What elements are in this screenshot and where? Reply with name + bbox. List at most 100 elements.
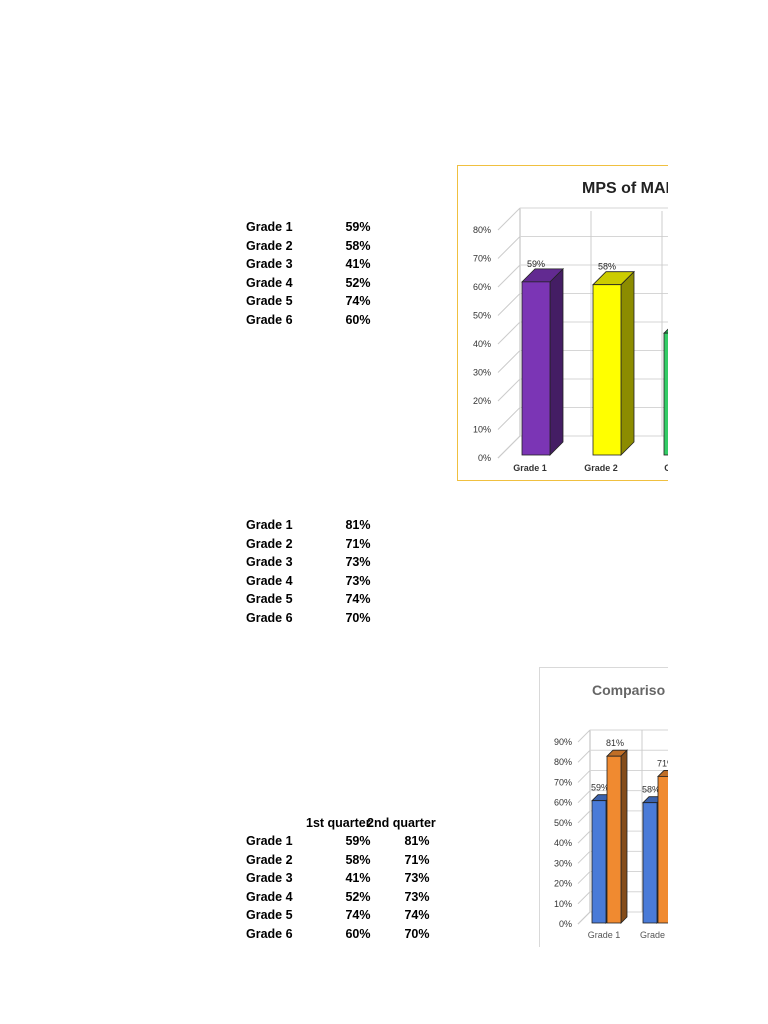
bar (663, 328, 668, 456)
gridline-side (497, 378, 521, 402)
bar (592, 270, 635, 456)
y-tick-label: 80% (554, 757, 572, 767)
bar-front (642, 802, 658, 924)
gridline-side (497, 350, 521, 373)
gridline-side (577, 830, 591, 844)
q1-value: 41% (345, 871, 371, 886)
data-label: 58% (642, 785, 660, 795)
bar-front (591, 800, 607, 924)
y-tick-label: 30% (473, 368, 491, 378)
data-label: 81% (606, 738, 624, 748)
q2-value: 81% (404, 834, 430, 848)
y-tick-label: 10% (554, 899, 572, 909)
column-header-q2: 2nd quarter (367, 816, 436, 830)
gridline-side (577, 911, 591, 925)
y-tick-label: 20% (554, 879, 572, 889)
bar-side (549, 267, 564, 456)
gridline-side (577, 891, 591, 905)
y-tick-label: 0% (478, 453, 491, 463)
bar-front (657, 776, 668, 924)
gridline-side (497, 236, 521, 259)
grade-label: Grade 5 (246, 908, 293, 923)
gridline-side (577, 790, 591, 804)
y-tick-label: 70% (554, 777, 572, 787)
gridline-side (577, 770, 591, 783)
mps-chart-plot: 0% 10% 20% 30% 40% 50% 60% 70% 80% 59% Grade 1 58% G… (473, 207, 668, 473)
bar-top (657, 770, 668, 777)
grade-label: Grade 5 (246, 592, 293, 607)
q1-value: 59% (345, 834, 371, 848)
gridline-side (577, 810, 591, 824)
grade-label: Grade 5 (246, 294, 293, 309)
gridline-side (497, 293, 521, 316)
score-value: 60% (345, 313, 371, 327)
q2-value: 74% (404, 908, 430, 923)
q2-value: 73% (404, 889, 430, 904)
grade-label: Grade 4 (246, 889, 293, 904)
bar (606, 749, 628, 924)
bar-side (620, 270, 635, 456)
bar-front (521, 281, 551, 456)
y-tick-label: 70% (473, 254, 491, 264)
gridline-side (577, 850, 591, 864)
grade-label: Grade 6 (246, 927, 293, 941)
score-value: 74% (345, 592, 371, 607)
data-label: 59% (527, 259, 545, 269)
data-label: 71% (657, 758, 668, 768)
x-tick-label: Grade : (640, 930, 668, 940)
score-value: 58% (345, 238, 371, 253)
score-value: 41% (345, 257, 371, 272)
x-tick-label: Grade 1 (588, 930, 621, 940)
data-label: 59% (591, 783, 609, 793)
comparison-chart[interactable]: Compariso 0% 10% 20% 30% 40% 50% 60% 70% 80% 90% 5… (539, 667, 668, 947)
y-tick-label: 60% (473, 282, 491, 292)
gridline-side (577, 749, 591, 763)
score-value: 71% (345, 536, 371, 551)
y-tick-label: 10% (473, 425, 491, 435)
grade-label: Grade 3 (246, 555, 293, 570)
gridline-side (577, 729, 591, 743)
bar-front (663, 332, 668, 456)
column-header-q1: 1st quarter (306, 816, 371, 830)
grade-label: Grade 1 (246, 834, 293, 848)
grade-label: Grade 6 (246, 611, 293, 625)
score-value: 59% (345, 220, 371, 234)
bar-top (663, 328, 668, 334)
q2-value: 73% (404, 871, 430, 886)
score-value: 73% (345, 555, 371, 570)
gridline-side (497, 435, 521, 459)
chart-title: MPS of MAP (582, 180, 668, 197)
data-label: 58% (598, 262, 616, 272)
mps-chart[interactable]: MPS of MAP 0% 10% 20% 30% 40% 50% 60% 70% 80% 59%… (457, 165, 668, 481)
y-tick-label: 40% (473, 339, 491, 349)
score-value: 73% (345, 573, 371, 588)
x-tick-label: Gra (664, 463, 668, 473)
grade-label: Grade 1 (246, 220, 293, 234)
grade-label: Grade 2 (246, 852, 293, 867)
gridline-side (577, 871, 591, 884)
y-tick-label: 0% (559, 919, 572, 929)
bar-front (592, 284, 622, 456)
bar-front (606, 755, 622, 924)
bar (521, 267, 564, 456)
gridline-side (497, 207, 521, 231)
chart-title: Compariso (592, 682, 666, 698)
grade-label: Grade 4 (246, 573, 293, 588)
y-tick-label: 50% (473, 311, 491, 321)
comparison-table: 1st quarter 2nd quarter Grade 1 59% 81% Gr… (246, 816, 446, 944)
y-tick-label: 30% (554, 858, 572, 868)
score-value: 74% (345, 294, 371, 309)
gridline-side (497, 264, 521, 288)
q1-value: 52% (345, 889, 371, 904)
second-quarter-table: Grade 1 81% Grade 2 71% Grade 3 73% Grade 4… (246, 516, 406, 628)
gridline-side (497, 407, 521, 430)
bar (657, 770, 668, 924)
y-tick-label: 50% (554, 818, 572, 828)
score-value: 81% (345, 518, 371, 532)
first-quarter-table: Grade 1 59% Grade 2 58% Grade 3 41% Grade 4… (246, 218, 406, 330)
x-tick-label: Grade 1 (513, 463, 547, 473)
gridline-side (497, 321, 521, 345)
score-value: 52% (345, 275, 371, 290)
q1-value: 74% (345, 908, 371, 923)
